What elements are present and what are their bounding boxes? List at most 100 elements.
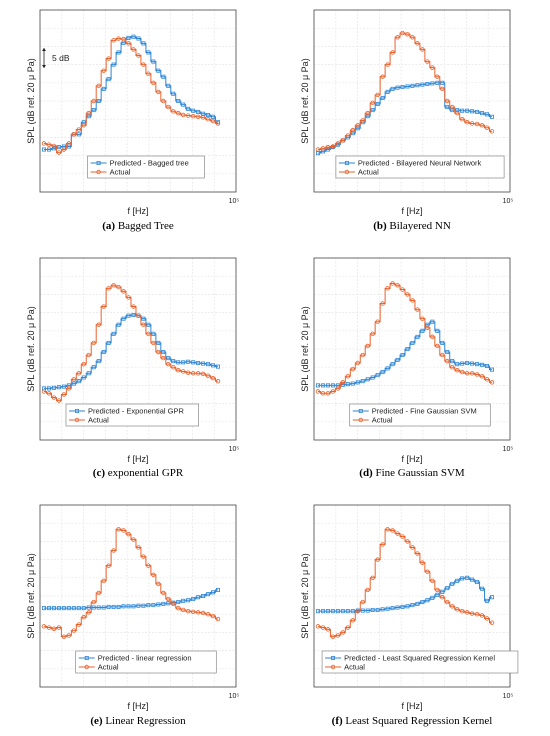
data-point [211, 590, 216, 595]
data-point [355, 380, 360, 385]
legend-entry: Actual [98, 663, 119, 672]
data-point [410, 603, 415, 608]
data-point [415, 551, 420, 556]
y-axis-label: SPL (dB ref. 20 μ Pa) [300, 553, 310, 638]
data-point [195, 114, 201, 119]
data-point [156, 349, 161, 355]
data-point [151, 80, 156, 85]
legend-box [75, 650, 217, 674]
data-point [101, 68, 106, 73]
data-point [71, 381, 76, 386]
data-point [469, 121, 475, 126]
data-point [171, 359, 176, 364]
data-point [106, 340, 111, 345]
data-point [201, 361, 206, 366]
data-point [484, 377, 490, 382]
legend-marker [344, 169, 350, 175]
legend-box [87, 155, 205, 179]
data-point [489, 595, 494, 600]
data-point [365, 110, 370, 116]
data-point [315, 147, 321, 152]
data-point [66, 606, 71, 611]
data-point [191, 360, 196, 365]
data-point [435, 592, 440, 597]
legend: Predicted - Bilayered Neural NetworkActu… [335, 155, 505, 179]
data-point [106, 77, 111, 82]
legend-marker [74, 417, 80, 423]
data-point [405, 604, 410, 609]
series-actual [41, 36, 221, 155]
data-point [126, 604, 131, 609]
data-point [176, 600, 181, 605]
data-point [475, 580, 480, 585]
data-point [485, 363, 490, 368]
data-point [46, 147, 51, 152]
data-point [375, 92, 380, 98]
data-point [420, 82, 425, 87]
data-point [380, 542, 385, 547]
data-point [176, 110, 181, 116]
data-point [450, 104, 455, 110]
data-point [161, 601, 166, 606]
data-point [81, 123, 86, 128]
data-point [106, 56, 111, 61]
data-point [405, 32, 410, 37]
data-point [400, 85, 405, 90]
data-point [430, 595, 435, 600]
data-point [410, 545, 415, 550]
data-point [146, 331, 151, 337]
data-point [395, 605, 400, 610]
data-point [325, 144, 331, 150]
data-point [410, 340, 415, 345]
data-point [345, 625, 351, 630]
data-point [435, 80, 440, 85]
data-point [146, 563, 151, 568]
data-point [91, 98, 96, 104]
data-point [325, 147, 330, 152]
data-point [51, 146, 56, 151]
data-point [320, 383, 325, 388]
data-point [136, 36, 141, 41]
data-point [195, 371, 201, 376]
panel-caption: (e) Linear Regression [90, 715, 186, 727]
plot-frame [313, 504, 511, 688]
legend-marker [96, 169, 101, 175]
data-point [81, 375, 86, 380]
data-point [420, 316, 425, 321]
data-point [185, 608, 191, 614]
data-point [176, 360, 181, 365]
data-point [96, 590, 101, 596]
data-point [445, 599, 450, 605]
data-point [480, 111, 485, 116]
series-line [318, 32, 492, 151]
data-point [360, 379, 365, 384]
data-point [141, 62, 146, 67]
data-point [350, 618, 355, 623]
data-point [131, 604, 136, 609]
data-point [131, 34, 136, 39]
data-point [440, 80, 445, 85]
data-point [390, 281, 395, 286]
data-point [210, 118, 216, 124]
chart-panel-d: SPL (dB ref. 20 μ Pa) f [Hz] 10⁵ Predicted … [300, 257, 513, 479]
data-point [215, 587, 220, 592]
caption-letter: (b) [373, 220, 387, 232]
data-point [459, 116, 465, 122]
data-point [445, 358, 450, 364]
data-point [196, 595, 201, 600]
caption-text: Bilayered NN [387, 220, 451, 232]
data-point [121, 528, 126, 533]
data-point [46, 625, 52, 630]
data-point [131, 313, 136, 318]
data-point [489, 129, 495, 134]
data-point [390, 606, 395, 611]
chart-panel-b: SPL (dB ref. 20 μ Pa) f [Hz] 10⁵ Predicted … [300, 9, 513, 232]
series-line [44, 528, 218, 638]
data-point [445, 105, 450, 110]
plot-frame [39, 257, 237, 441]
series-predicted [315, 319, 494, 388]
data-point [440, 86, 445, 92]
data-point [176, 368, 181, 373]
